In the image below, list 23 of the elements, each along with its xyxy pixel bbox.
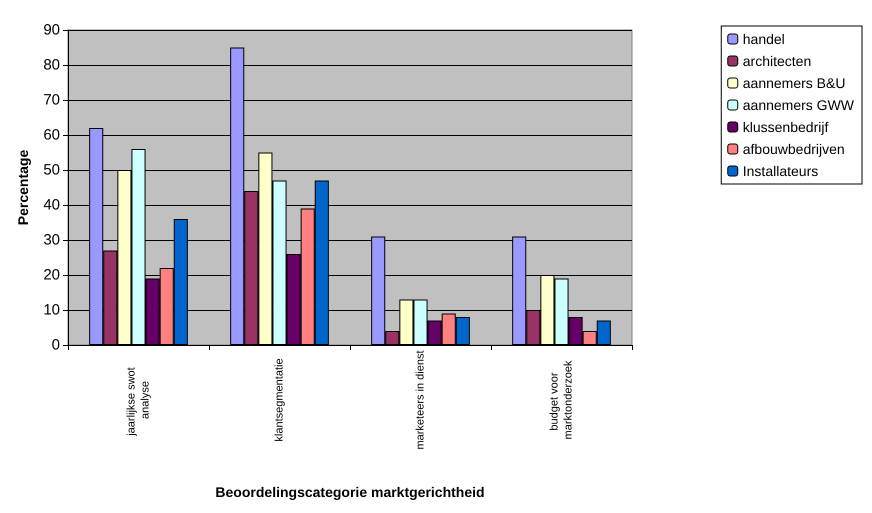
y-tick-label: 20 — [43, 266, 60, 284]
legend-label: afbouwbedrijven — [742, 141, 845, 157]
y-tick-label: 30 — [43, 232, 60, 248]
x-tick-label: jaarlijkse swot analyse — [126, 364, 152, 437]
y-tick-label: 0 — [52, 336, 60, 354]
y-tick-label: 70 — [43, 92, 60, 108]
legend-label: aannemers B&U — [742, 75, 846, 91]
y-tick-label: 60 — [43, 126, 60, 144]
legend-label: aannemers GWW — [742, 97, 855, 113]
y-tick-label: 40 — [43, 196, 60, 214]
legend-label: Installateurs — [742, 163, 818, 179]
y-tick-label: 10 — [43, 302, 60, 318]
x-tick-label: klantsegmentatie — [274, 358, 286, 442]
x-tick-label: budget voor marktonderzoek — [548, 360, 574, 440]
legend-label: architecten — [742, 53, 812, 69]
y-tick-label: 50 — [43, 162, 60, 178]
y-tick-label: 90 — [43, 22, 60, 38]
x-tick-label: marketeers in dienst — [414, 350, 426, 450]
y-axis-title: Percentage — [15, 150, 31, 226]
legend-label: handel — [742, 31, 785, 47]
y-tick-label: 80 — [43, 56, 60, 74]
x-axis-title: Beoordelingscategorie marktgerichtheid — [215, 484, 485, 500]
legend-label: klussenbedrijf — [742, 119, 828, 135]
